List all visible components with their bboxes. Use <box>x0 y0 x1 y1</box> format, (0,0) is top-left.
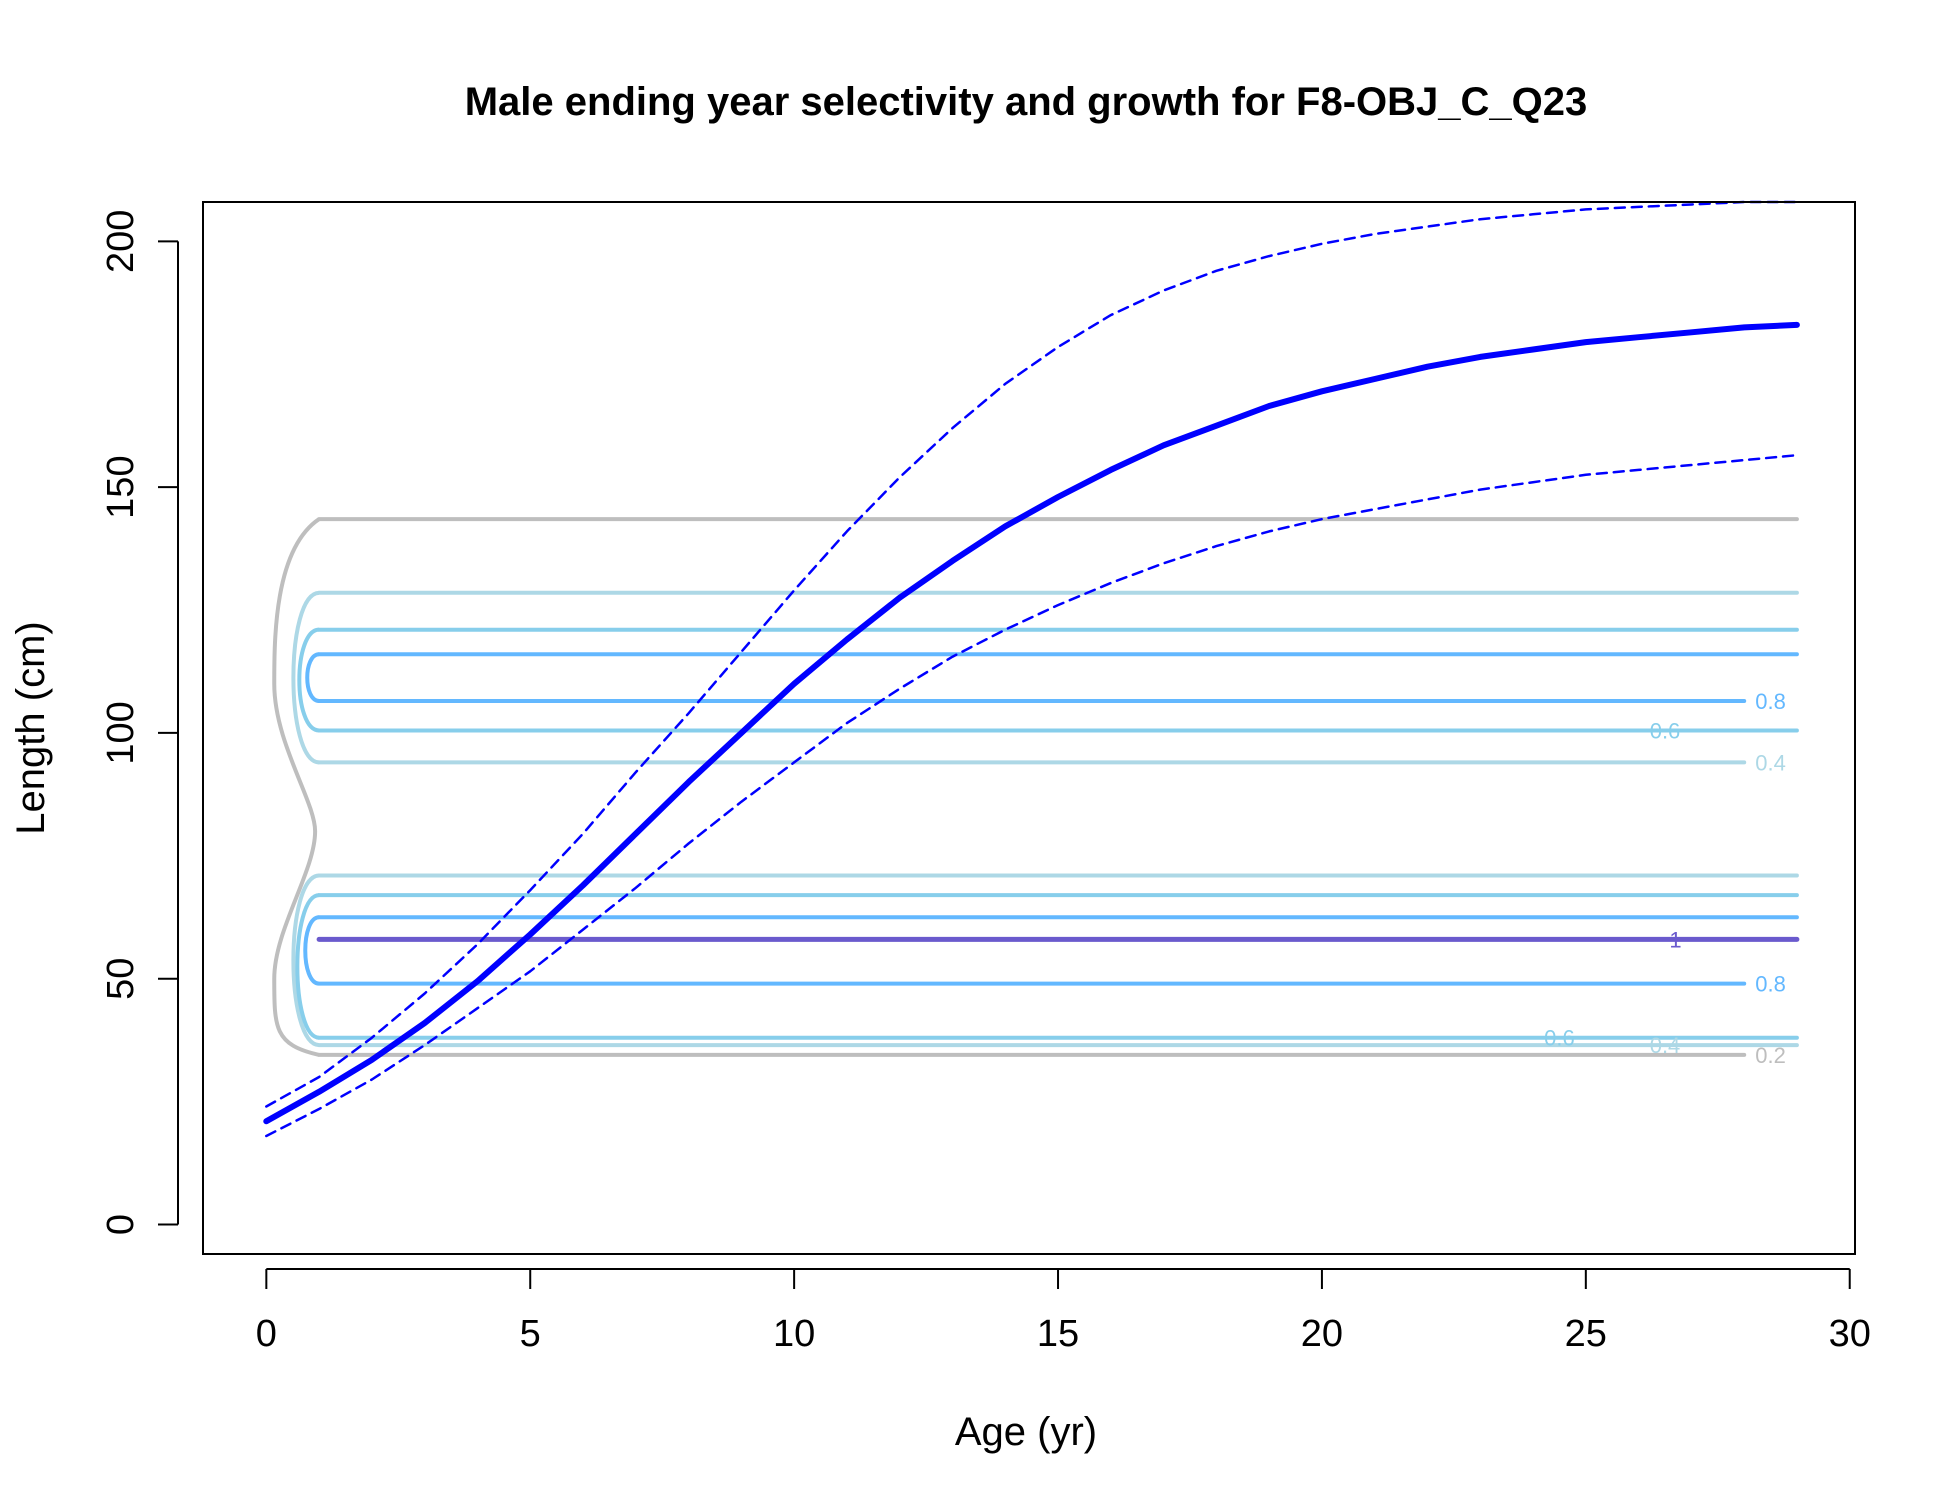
y-axis-label: Length (cm) <box>9 621 53 834</box>
contour-closure-5 <box>295 893 320 1040</box>
growth-series <box>263 200 1800 1138</box>
contour-labels: 0.8 0.6 0.4 1 0.8 0.6 0.4 0.2 <box>1544 689 1786 1068</box>
contour-closure-2 <box>297 627 320 733</box>
chart-title: Male ending year selectivity and growth … <box>465 80 1588 124</box>
contour-label-6: 0.4 <box>1650 1033 1681 1058</box>
contour-closure-1 <box>291 590 320 765</box>
x-tick-label-5: 5 <box>520 1313 541 1355</box>
x-tick-label-20: 20 <box>1301 1313 1343 1355</box>
y-tick-label-50: 50 <box>100 958 142 1000</box>
y-axis: 0 50 100 150 200 <box>100 210 179 1235</box>
growth-line-mean <box>263 321 1800 1125</box>
contour-label-1: 0.6 <box>1650 719 1681 744</box>
contour-label-4: 0.8 <box>1755 972 1786 997</box>
contour-label-7: 0.2 <box>1755 1043 1786 1068</box>
contour-label-0: 0.8 <box>1755 689 1786 714</box>
x-tick-label-25: 25 <box>1565 1313 1607 1355</box>
contour-label-2: 0.4 <box>1755 750 1786 775</box>
y-tick-label-150: 150 <box>100 455 142 518</box>
contour-label-3: 1 <box>1669 927 1681 952</box>
x-axis-label: Age (yr) <box>955 1410 1097 1454</box>
contour-label-5: 0.6 <box>1544 1026 1575 1051</box>
x-tick-label-0: 0 <box>256 1313 277 1355</box>
contour-closure-4 <box>291 873 320 1048</box>
y-tick-label-200: 200 <box>100 210 142 273</box>
x-tick-label-15: 15 <box>1037 1313 1079 1355</box>
contour-closure-6 <box>303 915 320 986</box>
y-tick-label-100: 100 <box>100 701 142 764</box>
x-tick-label-10: 10 <box>773 1313 815 1355</box>
x-tick-label-30: 30 <box>1829 1313 1871 1355</box>
x-axis: 0 5 10 15 20 25 30 <box>256 1268 1871 1355</box>
contour-closure-0 <box>272 517 321 1057</box>
growth-line-lower <box>265 453 1799 1138</box>
contour-closure-3 <box>305 652 320 703</box>
selectivity-contours <box>272 517 1800 1057</box>
plot-frame <box>202 201 1856 1255</box>
y-tick-label-0: 0 <box>100 1214 142 1235</box>
growth-line-upper <box>265 200 1799 1108</box>
